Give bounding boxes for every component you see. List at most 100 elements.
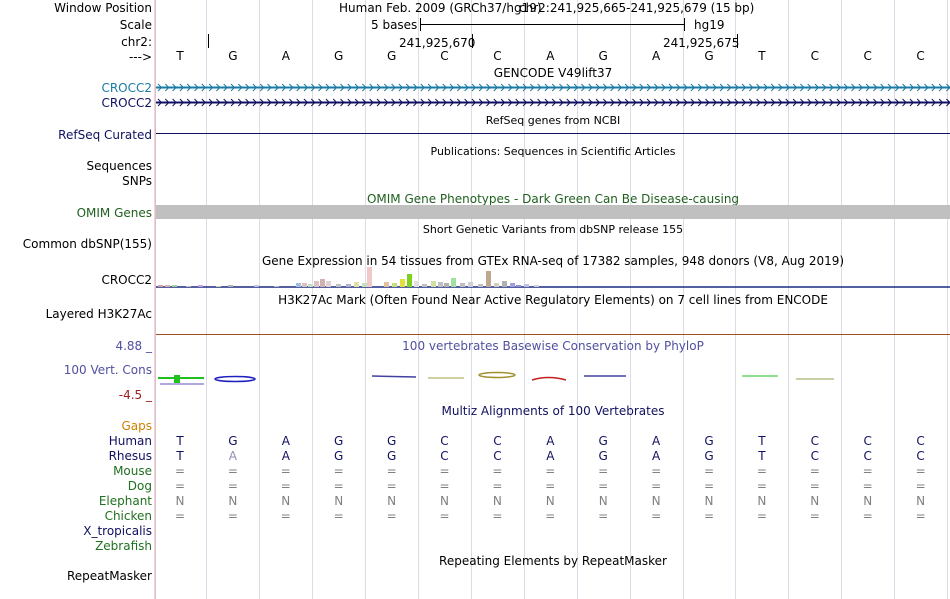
species-label[interactable]: Mouse: [113, 464, 152, 478]
gencode-gene-2-feature[interactable]: [156, 98, 950, 107]
gencode-gene-1-label[interactable]: CROCC2: [101, 81, 152, 95]
alignment-cell: =: [492, 464, 503, 478]
alignment-cell: =: [545, 509, 556, 523]
gtex-expression-bars[interactable]: [156, 266, 950, 288]
base-letter[interactable]: G: [334, 49, 344, 63]
species-label[interactable]: Rhesus: [108, 449, 152, 463]
strand-label: --->: [128, 50, 152, 64]
base-letter[interactable]: A: [651, 49, 661, 63]
alignment-cell: A: [281, 449, 290, 463]
base-letter[interactable]: T: [758, 49, 766, 63]
h3k27ac-track-title[interactable]: H3K27Ac Mark (Often Found Near Active Re…: [278, 293, 828, 307]
alignment-cell: =: [439, 479, 450, 493]
db-text: hg19: [694, 18, 725, 32]
h3k27ac-baseline: [156, 334, 950, 335]
omim-track-title[interactable]: OMIM Gene Phenotypes - Dark Green Can Be…: [366, 192, 740, 206]
dbsnp-track-title[interactable]: Short Genetic Variants from dbSNP releas…: [422, 223, 684, 236]
snps-label[interactable]: SNPs: [122, 174, 152, 188]
base-letter[interactable]: C: [863, 49, 872, 63]
cons-track-title[interactable]: 100 vertebrates Basewise Conservation by…: [402, 339, 704, 353]
repeatmasker-label[interactable]: RepeatMasker: [66, 569, 152, 583]
alignment-cell: G: [386, 449, 397, 463]
sequences-label[interactable]: Sequences: [86, 159, 152, 173]
coord-1-tick: [472, 34, 473, 48]
alignment-cell: =: [915, 464, 926, 478]
window-position-label: Window Position: [54, 1, 152, 15]
gencode-track-title[interactable]: GENCODE V49lift37: [493, 66, 613, 80]
alignment-cell: =: [174, 509, 186, 523]
h3k27ac-label[interactable]: Layered H3K27Ac: [45, 307, 152, 321]
omim-label[interactable]: OMIM Genes: [76, 206, 152, 220]
alignment-cell: N: [492, 494, 502, 508]
dbsnp-label[interactable]: Common dbSNP(155): [22, 237, 152, 251]
base-letter[interactable]: C: [810, 49, 819, 63]
alignment-cell: N: [334, 494, 344, 508]
scale-label: Scale: [119, 18, 152, 32]
species-label[interactable]: Zebrafish: [95, 539, 152, 553]
repeatmasker-track-title[interactable]: Repeating Elements by RepeatMasker: [439, 554, 667, 568]
species-label[interactable]: Human: [108, 434, 152, 448]
label-separator: [155, 0, 156, 599]
base-letter[interactable]: G: [598, 49, 608, 63]
alignment-cell: =: [915, 479, 926, 493]
alignment-cell: =: [492, 479, 503, 493]
refseq-track-title[interactable]: RefSeq genes from NCBI: [485, 114, 621, 127]
species-label[interactable]: Chicken: [104, 509, 152, 523]
base-letter[interactable]: T: [176, 49, 184, 63]
alignment-cell: =: [809, 464, 820, 478]
gtex-label[interactable]: CROCC2: [101, 273, 152, 287]
gtex-track-title[interactable]: Gene Expression in 54 tissues from GTEx …: [261, 254, 845, 268]
alignment-cell: N: [440, 494, 449, 508]
alignment-cell: N: [704, 494, 714, 508]
base-letter[interactable]: G: [228, 49, 238, 63]
base-letter[interactable]: G: [386, 49, 397, 63]
base-letter[interactable]: C: [493, 49, 502, 63]
alignment-cell: =: [862, 479, 873, 493]
refseq-label[interactable]: RefSeq Curated: [58, 128, 152, 142]
alignment-cell: =: [333, 464, 344, 478]
alignment-cell: G: [598, 449, 608, 463]
species-label[interactable]: Elephant: [98, 494, 152, 508]
alignment-cell: =: [598, 479, 609, 493]
alignment-cell: C: [810, 434, 819, 448]
alignment-cell: C: [440, 449, 449, 463]
alignment-cell: C: [440, 434, 449, 448]
coord-1: 241,925,670: [399, 36, 476, 50]
alignment-cell: T: [176, 449, 184, 463]
alignment-cell: C: [916, 434, 925, 448]
gaps-label[interactable]: Gaps: [121, 419, 152, 433]
base-letter[interactable]: C: [916, 49, 925, 63]
publications-track-title[interactable]: Publications: Sequences in Scientific Ar…: [430, 145, 676, 158]
alignment-cell: T: [758, 434, 766, 448]
multiz-track-title[interactable]: Multiz Alignments of 100 Vertebrates: [441, 404, 665, 418]
assembly-text: Human Feb. 2009 (GRCh37/hg19): [339, 1, 542, 15]
refseq-feature[interactable]: [156, 133, 950, 134]
base-letter[interactable]: A: [281, 49, 290, 63]
alignment-cell: T: [758, 449, 766, 463]
alignment-cell: G: [386, 434, 397, 448]
alignment-cell: N: [387, 494, 397, 508]
alignment-cell: =: [333, 479, 344, 493]
alignment-cell: G: [598, 434, 608, 448]
alignment-cell: =: [703, 479, 715, 493]
alignment-cell: G: [704, 449, 714, 463]
position-text[interactable]: chr2:241,925,665-241,925,679 (15 bp): [519, 1, 755, 15]
base-letter[interactable]: A: [546, 49, 555, 63]
species-label[interactable]: X_tropicalis: [83, 524, 152, 538]
base-letter[interactable]: G: [704, 49, 714, 63]
alignment-cell: N: [281, 494, 291, 508]
gencode-gene-2-label[interactable]: CROCC2: [101, 96, 152, 110]
cons-label[interactable]: 100 Vert. Cons: [63, 363, 152, 377]
alignment-cell: =: [598, 509, 609, 523]
alignment-cell: =: [862, 509, 873, 523]
species-label[interactable]: Dog: [127, 479, 152, 493]
cons-min-label: -4.5 _: [118, 388, 152, 402]
alignment-cell: =: [862, 464, 873, 478]
alignment-cell: =: [651, 479, 662, 493]
alignment-cell: =: [809, 509, 820, 523]
cons-wiggle[interactable]: [156, 370, 950, 390]
gencode-gene-1-feature[interactable]: [156, 83, 950, 92]
base-letter[interactable]: C: [440, 49, 449, 63]
omim-feature[interactable]: [156, 205, 950, 219]
alignment-cell: C: [916, 449, 925, 463]
